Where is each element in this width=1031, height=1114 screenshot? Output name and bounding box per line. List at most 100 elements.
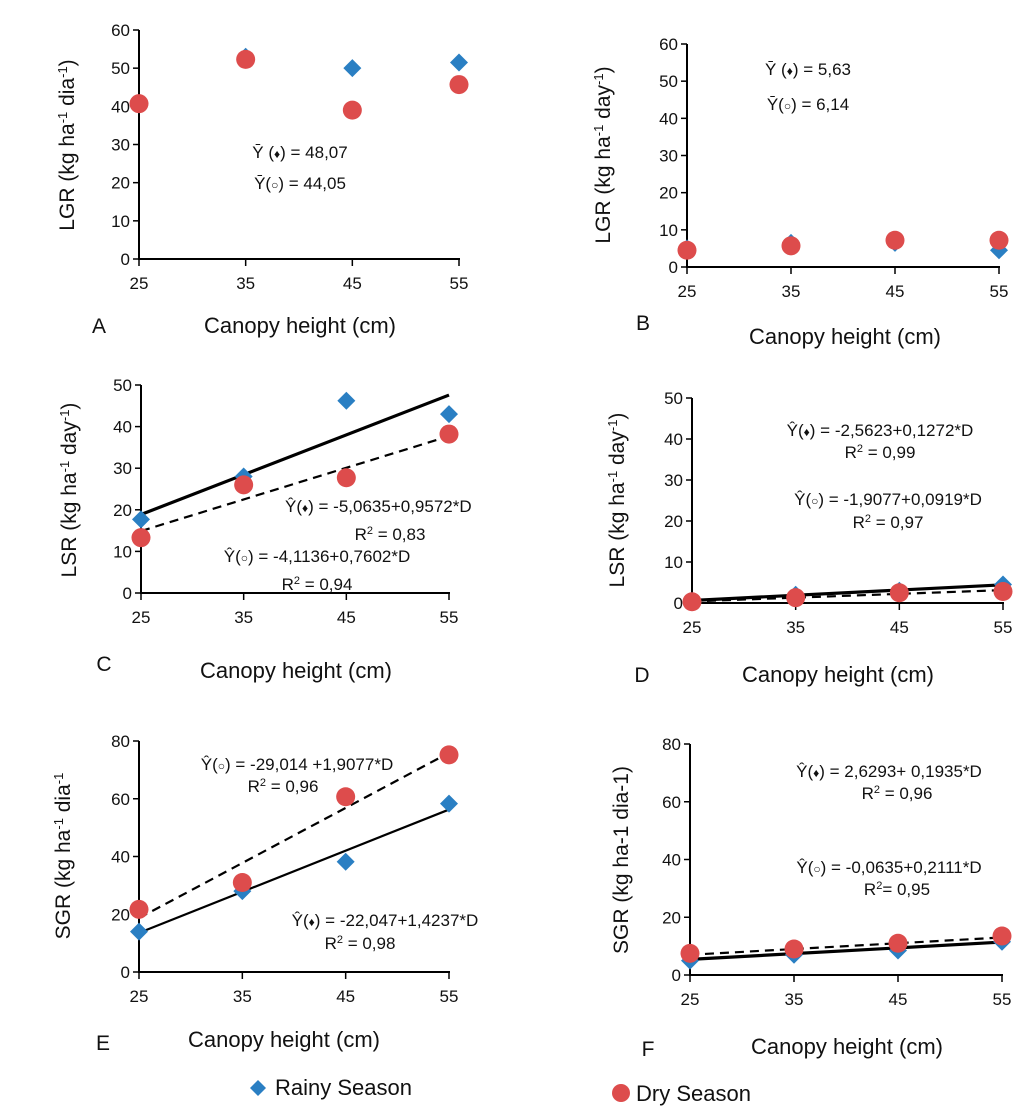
data-point-dry: [889, 583, 909, 603]
equation-label: Ŷ(○) = -1,9077+0,0919*D: [794, 490, 982, 509]
label-part: day: [58, 421, 81, 461]
x-axis-label: Canopy height (cm): [742, 662, 934, 687]
equation-text: Ŷ(: [787, 421, 804, 440]
superscript: -1: [51, 818, 66, 830]
r-squared-part: = 0,96: [880, 784, 932, 803]
x-tick-label: 25: [130, 274, 149, 293]
label-part: LSR (kg ha: [606, 482, 629, 587]
circle-symbol-icon: ○: [218, 759, 225, 773]
superscript: -1: [51, 773, 66, 785]
y-tick-label: 0: [123, 584, 132, 603]
y-axis-label: LGR (kg ha-1 day-1): [591, 66, 616, 243]
equation-text: Ŷ(: [796, 858, 813, 877]
r-squared-part: 2: [260, 777, 266, 789]
circle-symbol-icon: ○: [811, 494, 818, 508]
panel-label: B: [636, 312, 650, 335]
x-tick-label: 55: [440, 987, 459, 1006]
trendline-dry: [691, 588, 1004, 603]
y-axis-label: SGR (kg ha-1 dia-1): [610, 766, 633, 954]
x-tick-label: 25: [130, 987, 149, 1006]
superscript: -1: [57, 461, 72, 473]
label-part: ): [56, 59, 79, 66]
r-squared-label: R2 = 0,98: [325, 934, 396, 953]
y-tick-label: 40: [662, 851, 681, 870]
equation-label: Ŷ(♦) = -5,0635+0,9572*D: [285, 497, 472, 516]
y-tick-label: 80: [111, 732, 130, 751]
equation-text: Ŷ(: [201, 755, 218, 774]
superscript: -1: [591, 73, 606, 85]
equation-text: ) = 2,6293+ 0,1935*D: [819, 762, 982, 781]
r-squared-part: 2: [337, 934, 343, 946]
y-axis-label: LGR (kg ha-1 dia-1): [55, 59, 80, 230]
y-tick-label: 60: [662, 793, 681, 812]
legend-item-rainy: Rainy Season: [250, 1075, 412, 1100]
data-point-dry: [677, 240, 697, 260]
diamond-symbol-icon: ♦: [804, 425, 810, 439]
label-part: ): [592, 66, 615, 73]
x-tick-label: 35: [236, 274, 255, 293]
label-part: ): [606, 413, 629, 420]
data-point-dry: [129, 899, 149, 919]
data-point-dry: [129, 94, 149, 114]
equation-label: Ȳ (♦) = 5,63: [765, 60, 851, 79]
x-tick-label: 25: [681, 990, 700, 1009]
y-tick-label: 50: [659, 72, 678, 91]
data-point-dry: [439, 424, 459, 444]
data-point-rainy: [450, 53, 468, 72]
data-point-dry: [439, 745, 459, 765]
panel-label: E: [96, 1032, 110, 1055]
y-tick-label: 20: [111, 174, 130, 193]
r-squared-part: = 0,98: [343, 934, 395, 953]
data-point-rainy: [132, 510, 150, 529]
equation-text: Ŷ(: [224, 547, 241, 566]
r-squared-label: R2 = 0,96: [248, 777, 319, 796]
superscript: -1: [605, 420, 620, 432]
x-tick-label: 25: [683, 618, 702, 637]
y-tick-label: 30: [659, 147, 678, 166]
equation-label: Ŷ(○) = -4,1136+0,7602*D: [224, 547, 411, 566]
trendline-dry: [140, 435, 450, 533]
legend-diamond-icon: [250, 1080, 266, 1096]
panel-label: A: [92, 315, 106, 338]
r-squared-label: R2 = 0,99: [845, 443, 916, 462]
r-squared-part: R: [355, 525, 367, 544]
panel-label: D: [634, 664, 649, 687]
data-point-dry: [885, 230, 905, 250]
r-squared-part: R: [325, 934, 337, 953]
data-point-dry: [336, 468, 356, 488]
r-squared-label: R2= 0,95: [864, 880, 930, 899]
legend-label: Rainy Season: [275, 1075, 412, 1100]
x-axis-label: Canopy height (cm): [204, 313, 396, 338]
data-point-dry: [680, 943, 700, 963]
x-tick-label: 35: [785, 990, 804, 1009]
label-part: LGR (kg ha: [592, 136, 615, 244]
label-part: day: [606, 431, 629, 471]
equation-text: ) = 48,07: [280, 143, 348, 162]
x-tick-label: 45: [343, 274, 362, 293]
y-tick-label: 50: [664, 389, 683, 408]
r-squared-part: R: [282, 575, 294, 594]
y-tick-label: 40: [664, 430, 683, 449]
trendline-rainy: [140, 393, 450, 517]
label-part: SGR (kg ha: [52, 829, 75, 939]
y-tick-label: 40: [111, 97, 130, 116]
x-axis-label: Canopy height (cm): [188, 1027, 380, 1052]
equation-text: Ŷ(: [285, 497, 302, 516]
x-tick-label: 35: [234, 608, 253, 627]
label-part: day: [592, 84, 615, 124]
legend: Rainy Season Dry Season: [250, 1075, 751, 1106]
x-tick-label: 35: [786, 618, 805, 637]
chart-panel-f: 0 20 40 60 80 25 35 45 55 SGR (kg ha-1 dia-1) Cano…: [610, 735, 1012, 1061]
x-tick-label: 45: [337, 608, 356, 627]
x-tick-label: 55: [990, 282, 1009, 301]
x-tick-label: 45: [889, 990, 908, 1009]
x-tick-label: 55: [993, 990, 1012, 1009]
equation-text: Ȳ (: [765, 60, 787, 79]
y-tick-label: 40: [113, 418, 132, 437]
equation-text: ) = -0,0635+0,2111*D: [821, 858, 982, 877]
superscript: -1: [57, 410, 72, 422]
equation-text: Ŷ(: [292, 911, 309, 930]
